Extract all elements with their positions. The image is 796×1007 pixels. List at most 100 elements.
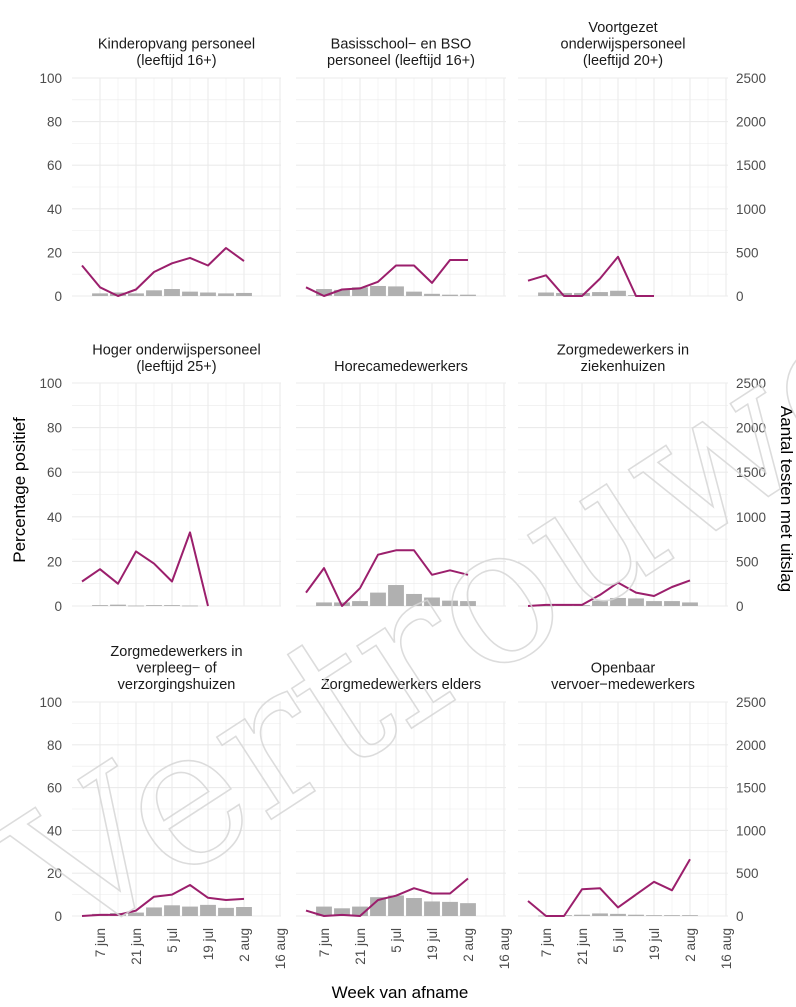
panel-title: ziekenhuizen bbox=[581, 359, 666, 375]
x-tick: 2 aug bbox=[683, 928, 698, 962]
panel-title: Kinderopvang personeel bbox=[98, 37, 255, 53]
bar-tests bbox=[682, 915, 698, 916]
y-tick-right: 2500 bbox=[736, 376, 766, 391]
y-tick-right: 1000 bbox=[736, 510, 766, 525]
bar-tests bbox=[442, 600, 458, 606]
bar-tests bbox=[460, 903, 476, 916]
y-axis-right-title: Aantal testen met uitslag bbox=[777, 406, 796, 592]
bar-tests bbox=[460, 294, 476, 296]
y-tick-left: 20 bbox=[47, 554, 62, 569]
bar-tests bbox=[164, 905, 180, 916]
line-pct-positive bbox=[81, 531, 209, 607]
bar-tests bbox=[218, 293, 234, 296]
labels: Kinderopvang personeel(leeftijd 16+) 0 20 4… bbox=[39, 20, 766, 969]
bar-tests bbox=[316, 906, 332, 916]
x-tick: 16 aug bbox=[497, 928, 512, 969]
panel-title: Hoger onderwijspersoneel bbox=[92, 343, 260, 359]
bar-tests bbox=[592, 600, 608, 606]
bar-tests bbox=[442, 294, 458, 296]
x-tick: 21 jun bbox=[129, 928, 144, 965]
bar-tests bbox=[664, 915, 680, 916]
bar-tests bbox=[628, 598, 644, 606]
y-tick-right: 500 bbox=[736, 245, 759, 260]
y-tick-left: 40 bbox=[47, 823, 62, 838]
x-tick: 16 aug bbox=[273, 928, 288, 969]
bar-tests bbox=[592, 292, 608, 296]
bar-tests bbox=[236, 907, 252, 916]
x-axis-title: Week van afname bbox=[332, 983, 469, 1002]
bar-tests bbox=[388, 895, 404, 916]
panel-title: Voortgezet bbox=[588, 20, 657, 36]
bar-tests bbox=[406, 898, 422, 916]
y-tick-right: 500 bbox=[736, 554, 759, 569]
bar-tests bbox=[182, 605, 198, 607]
bar-tests bbox=[424, 293, 440, 296]
bar-tests bbox=[164, 605, 180, 606]
y-tick-right: 1000 bbox=[736, 202, 766, 217]
y-tick-right: 2500 bbox=[736, 71, 766, 86]
panel-title: Zorgmedewerkers in bbox=[110, 644, 242, 660]
bar-tests bbox=[334, 908, 350, 916]
line-pct-positive bbox=[81, 247, 245, 297]
bar-tests bbox=[388, 585, 404, 606]
y-tick-left: 40 bbox=[47, 510, 62, 525]
line-pct-positive bbox=[81, 884, 245, 917]
panel-title: verzorgingshuizen bbox=[118, 677, 236, 693]
y-tick-right: 0 bbox=[736, 289, 744, 304]
x-tick: 5 jul bbox=[165, 928, 180, 953]
bar-tests bbox=[128, 605, 144, 607]
x-tick: 21 jun bbox=[575, 928, 590, 965]
y-tick-right: 1000 bbox=[736, 823, 766, 838]
bar-tests bbox=[182, 291, 198, 296]
x-tick: 7 jun bbox=[539, 928, 554, 957]
x-tick: 19 jul bbox=[647, 928, 662, 960]
bar-tests bbox=[646, 601, 662, 606]
bar-tests bbox=[146, 907, 162, 916]
y-tick-right: 0 bbox=[736, 599, 744, 614]
bar-tests bbox=[316, 602, 332, 606]
x-tick: 5 jul bbox=[611, 928, 626, 953]
bar-tests bbox=[352, 287, 368, 296]
bar-tests bbox=[92, 605, 108, 606]
y-tick-right: 2000 bbox=[736, 115, 766, 130]
lines bbox=[81, 247, 691, 917]
x-tick: 7 jun bbox=[93, 928, 108, 957]
y-tick-left: 100 bbox=[39, 71, 62, 86]
line-pct-positive bbox=[305, 877, 469, 917]
bar-tests bbox=[610, 597, 626, 606]
y-tick-left: 20 bbox=[47, 866, 62, 881]
line-pct-positive bbox=[305, 259, 468, 297]
line-pct-positive bbox=[305, 549, 469, 607]
x-tick: 19 jul bbox=[201, 928, 216, 960]
bar-tests bbox=[128, 912, 144, 916]
bar-tests bbox=[200, 292, 216, 296]
bar-tests bbox=[316, 289, 332, 296]
panel-title: (leeftijd 20+) bbox=[583, 53, 663, 69]
bar-tests bbox=[128, 293, 144, 296]
bar-tests bbox=[388, 286, 404, 296]
bar-tests bbox=[236, 292, 252, 296]
y-tick-right: 2000 bbox=[736, 421, 766, 436]
bar-tests bbox=[182, 906, 198, 916]
panel-title: Zorgmedewerkers in bbox=[557, 343, 689, 359]
y-tick-left: 40 bbox=[47, 202, 62, 217]
y-tick-right: 2500 bbox=[736, 695, 766, 710]
y-tick-right: 1500 bbox=[736, 781, 766, 796]
panel-title: (leeftijd 16+) bbox=[136, 53, 216, 69]
bar-tests bbox=[556, 292, 572, 296]
y-tick-left: 80 bbox=[47, 421, 62, 436]
bar-tests bbox=[424, 597, 440, 606]
bar-tests bbox=[424, 901, 440, 916]
panel-title: personeel (leeftijd 16+) bbox=[327, 53, 475, 69]
bar-tests bbox=[406, 291, 422, 296]
line-pct-positive bbox=[527, 858, 691, 917]
y-tick-right: 1500 bbox=[736, 158, 766, 173]
x-tick: 21 jun bbox=[353, 928, 368, 965]
line-pct-positive bbox=[527, 579, 691, 607]
bar-tests bbox=[110, 292, 126, 296]
bar-tests bbox=[352, 906, 368, 916]
bar-tests bbox=[370, 592, 386, 606]
bar-tests bbox=[574, 914, 590, 916]
panel-title: vervoer−medewerkers bbox=[551, 677, 695, 693]
